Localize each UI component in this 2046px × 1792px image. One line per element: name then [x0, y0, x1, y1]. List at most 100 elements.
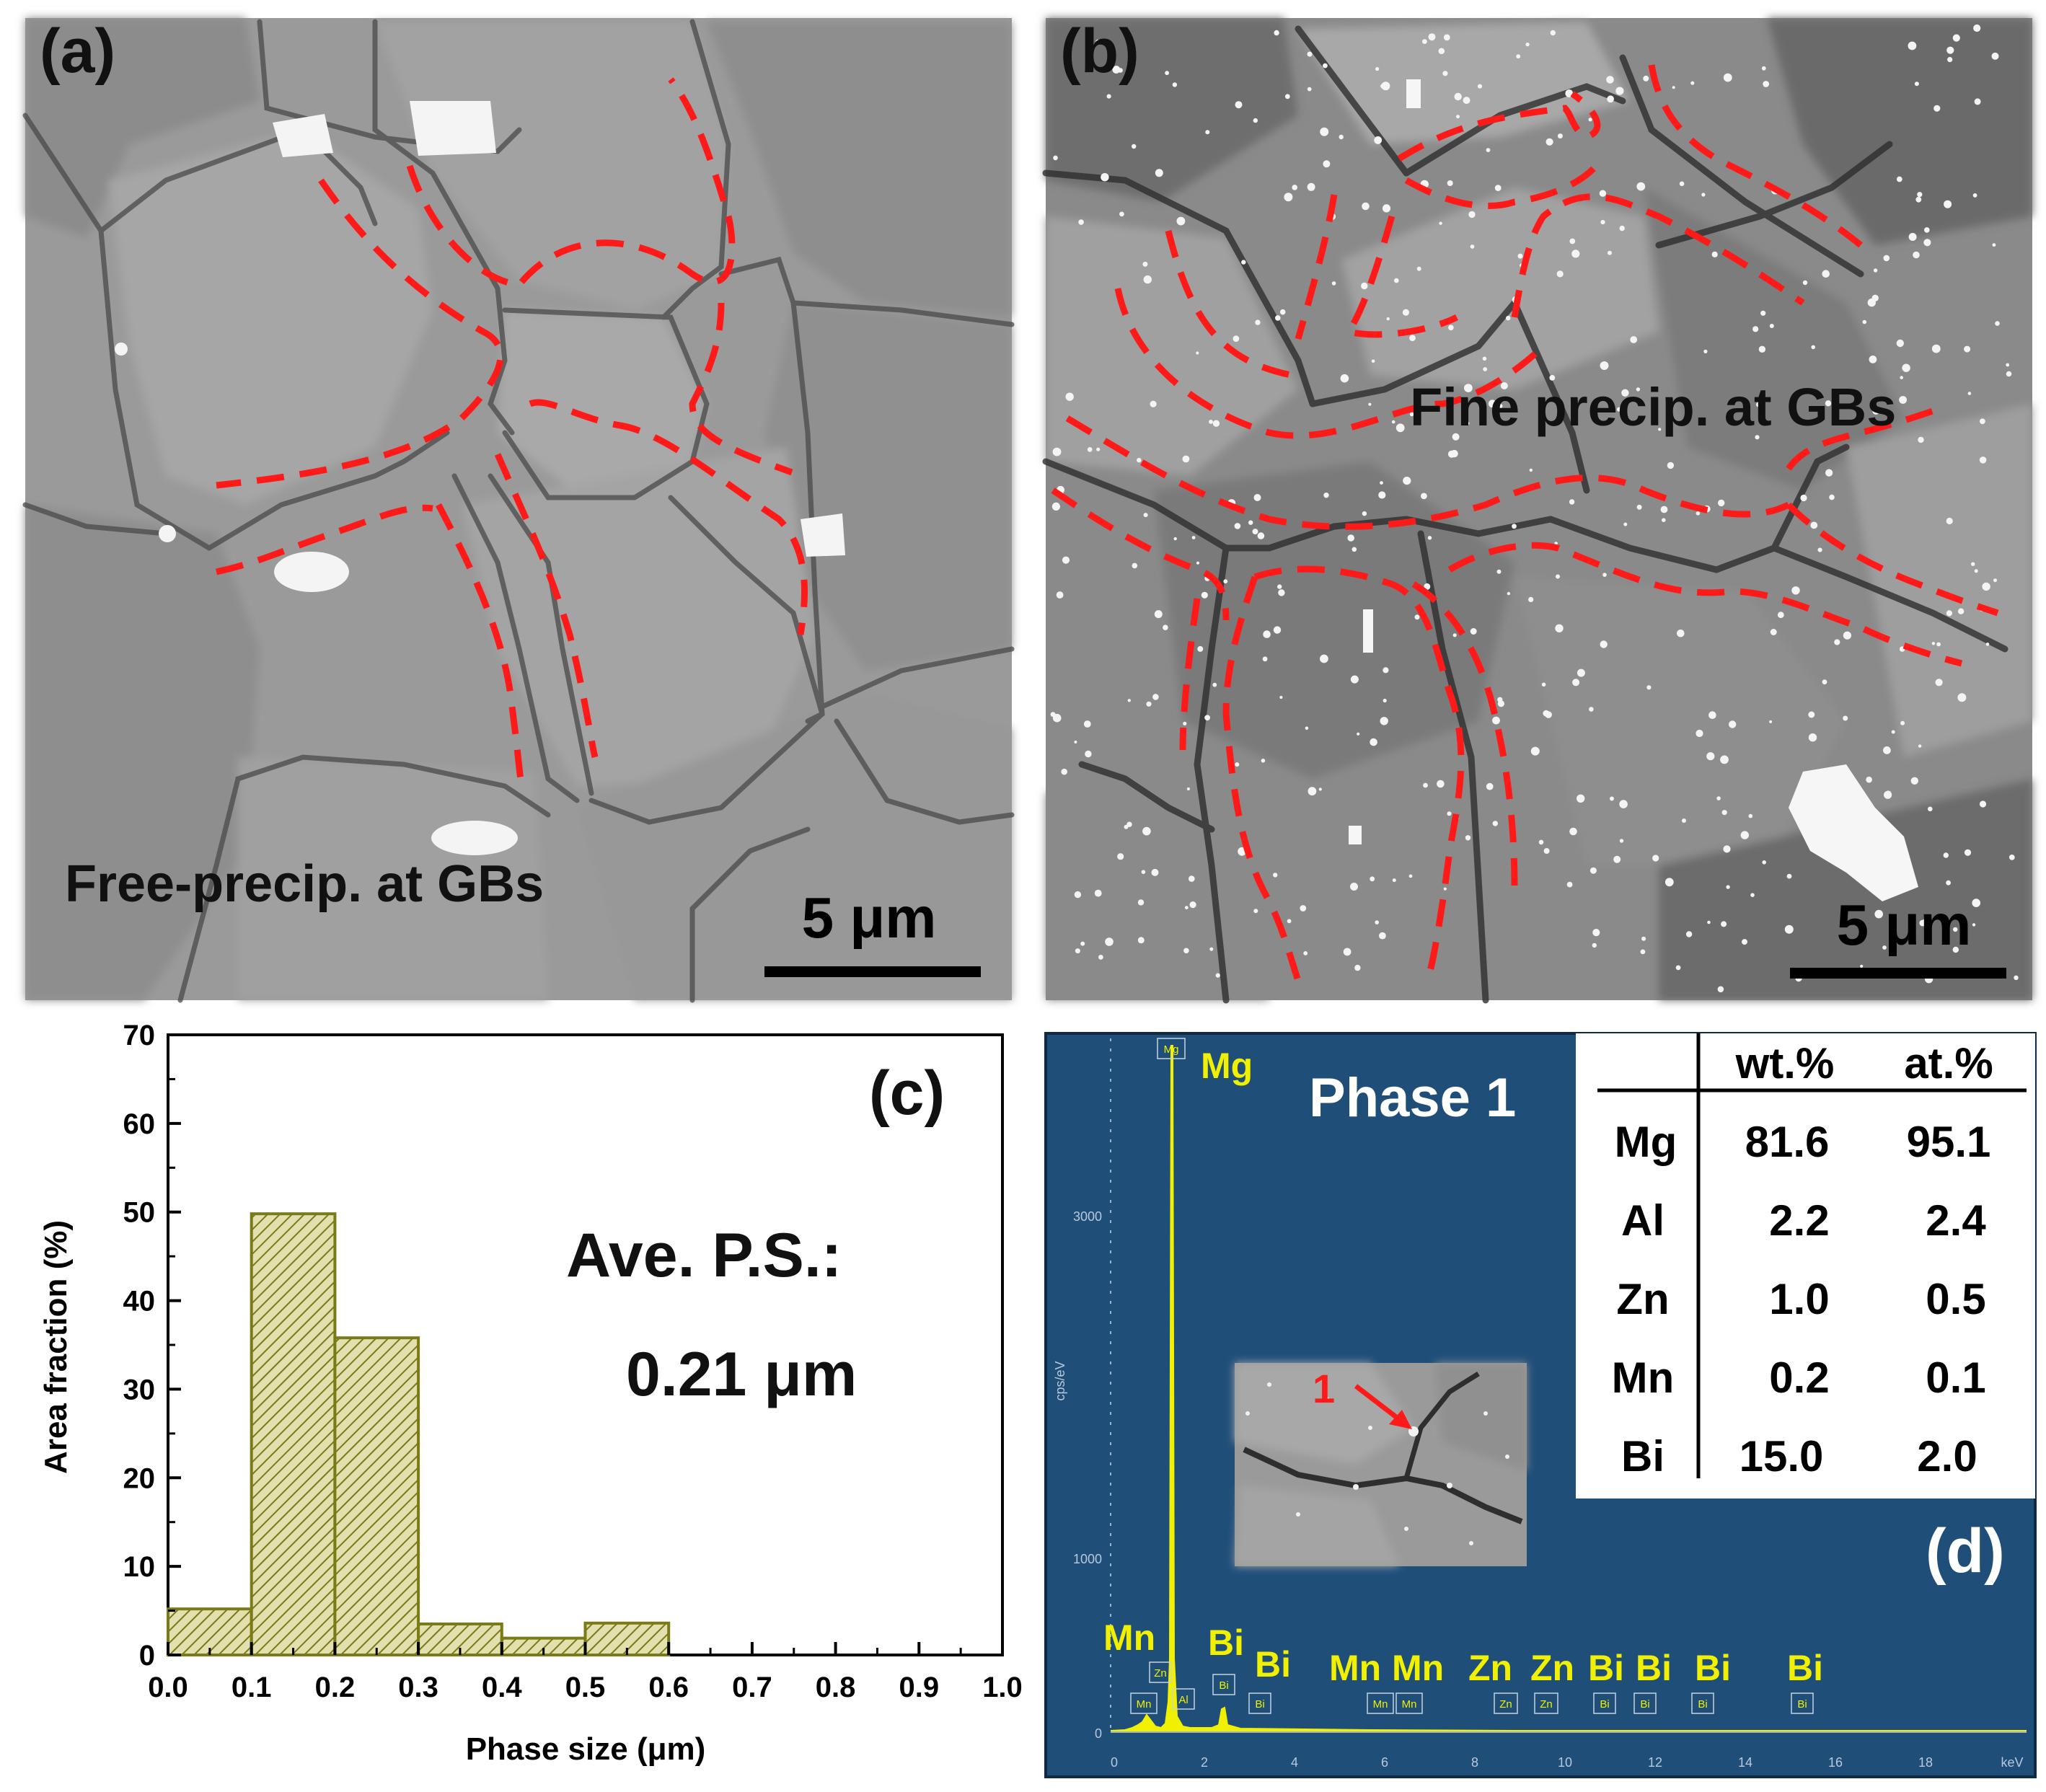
precipitate-dot [1517, 253, 1523, 259]
eds-x-tick-2: 2 [1201, 1755, 1208, 1770]
x-tick-label: 0.5 [565, 1672, 606, 1703]
precipitate-dot [1408, 874, 1413, 878]
panel-d-eds: 0 1000 3000 cps/eV 0 2 4 6 8 10 12 14 16… [1044, 1032, 2037, 1778]
precipitate-dot [1085, 750, 1092, 758]
peak-box-mn [1130, 1692, 1158, 1714]
precipitate-dot [1802, 280, 1808, 286]
precipitate-dot [1720, 755, 1729, 764]
precipitate-dot [1421, 493, 1427, 500]
precipitate-dot [1900, 720, 1905, 725]
precipitate-dot [1395, 423, 1405, 433]
precipitate-dot [1931, 642, 1936, 645]
histogram-bar-1 [250, 1212, 337, 1656]
panel-b-annotation: Fine precip. at GBs [1410, 377, 1896, 437]
precipitate-dot [1209, 420, 1213, 424]
precipitate-dot [1368, 402, 1372, 406]
precipitate-dot [1571, 250, 1580, 258]
precipitate-dot [1380, 717, 1388, 725]
precipitate-dot [1599, 190, 1607, 197]
precipitate-dot [1438, 48, 1445, 55]
precipitate-dot [1721, 810, 1727, 816]
precipitate-dot [1427, 536, 1432, 540]
precipitate-dot [1391, 420, 1395, 424]
x-tick-label: 0.9 [899, 1672, 939, 1703]
precipitate-dot [1600, 361, 1609, 370]
precipitate-dot [1619, 839, 1624, 843]
gb-markers-b [1051, 64, 1999, 982]
peak-box-bi-4-text: Bi [1640, 1698, 1649, 1711]
table-cell: 81.6 [1745, 1118, 1830, 1166]
precipitate-dot [1742, 939, 1747, 945]
peak-box-bi-3-text: Bi [1600, 1698, 1609, 1711]
precipitate-dot [1127, 699, 1132, 702]
precipitate-dot [1274, 30, 1279, 36]
precipitate-dot [1142, 261, 1148, 267]
precipitate-dot [1589, 867, 1597, 874]
precipitate-dot [1528, 596, 1534, 603]
precipitate-dot [1118, 68, 1123, 73]
precipitate-dot [1300, 905, 1307, 912]
precipitate-dot [1919, 919, 1926, 927]
precipitate-dot [1690, 81, 1695, 85]
precipitate-dot [1323, 160, 1331, 168]
precipitate-dot [1402, 309, 1409, 316]
precipitate-dot [1946, 46, 1954, 54]
eds-x-ticks: 0 2 4 6 8 10 12 14 16 18 keV [1111, 1755, 2024, 1770]
precipitate-dot [1924, 227, 1930, 233]
precipitate-dot [1305, 726, 1309, 731]
precipitate-dot [1466, 421, 1470, 425]
precipitate-dot [1908, 41, 1917, 50]
peak-box-mn-2 [1367, 1692, 1394, 1714]
precipitate-dot [1918, 744, 1922, 748]
precipitate-dot [1379, 932, 1386, 940]
eds-x-tick-12: 12 [1648, 1755, 1662, 1770]
precipitate-dot [1186, 787, 1190, 791]
precipitate-dot [1550, 30, 1556, 36]
panel-a-label: (a) [40, 17, 115, 86]
precipitate-dot [1137, 457, 1142, 463]
precipitate-dot [1721, 921, 1727, 927]
precipitate-dot [1810, 521, 1818, 529]
precipitate-dot [1439, 221, 1442, 225]
precipitate-dot [1350, 675, 1359, 684]
precipitate-dot [1497, 700, 1504, 707]
precipitate-dot [1252, 529, 1258, 535]
precipitate-dot [1470, 628, 1477, 635]
precipitate-dot [1452, 433, 1460, 441]
precipitate-dot [1205, 130, 1210, 135]
peak-box-mg-text: Mg [1164, 1043, 1179, 1056]
y-tick-label: 50 [123, 1197, 156, 1229]
eds-x-tick-14: 14 [1738, 1755, 1752, 1770]
precipitate-dot [1915, 196, 1922, 203]
precipitate-dot [1758, 345, 1766, 353]
precipitate-dot [1191, 536, 1196, 539]
precipitate-dot [1946, 517, 1953, 525]
precipitate-dot [1946, 880, 1952, 886]
precipitate-dot [1196, 351, 1199, 355]
precipitate-dot [1763, 81, 1770, 87]
precipitate-dot [1974, 569, 1978, 573]
phase-label: Phase 1 [1309, 1067, 1516, 1129]
precipitate-dot [1050, 712, 1056, 718]
precipitate-dot [1437, 780, 1445, 788]
precipitate-dot [1667, 462, 1675, 469]
precipitate-dot [1682, 818, 1686, 823]
precipitate-dot [1416, 266, 1421, 271]
precipitate-dot [1696, 729, 1703, 738]
precipitate-dot [1173, 537, 1177, 541]
precipitate-dot [1184, 906, 1189, 909]
precipitate-dot [1748, 813, 1753, 818]
peak-box-al-text: Al [1178, 1694, 1188, 1706]
eds-inset-sem: 1 [1235, 1363, 1527, 1566]
precipitate-dot [1340, 374, 1349, 383]
composition-table-bg [1576, 1033, 2035, 1499]
precipitate-dot [1944, 200, 1952, 208]
precipitate-dot [1952, 34, 1960, 42]
precipitate-dot [1447, 180, 1453, 186]
y-axis-ticks: 0 10 20 30 40 50 60 70 [123, 1020, 181, 1672]
precipitate-dot [1529, 468, 1533, 472]
precipitate-dot [1931, 344, 1941, 353]
precipitate-dot [1392, 878, 1396, 883]
eds-x-tick-0: 0 [1111, 1755, 1118, 1770]
precipitate-dot [1362, 202, 1370, 211]
